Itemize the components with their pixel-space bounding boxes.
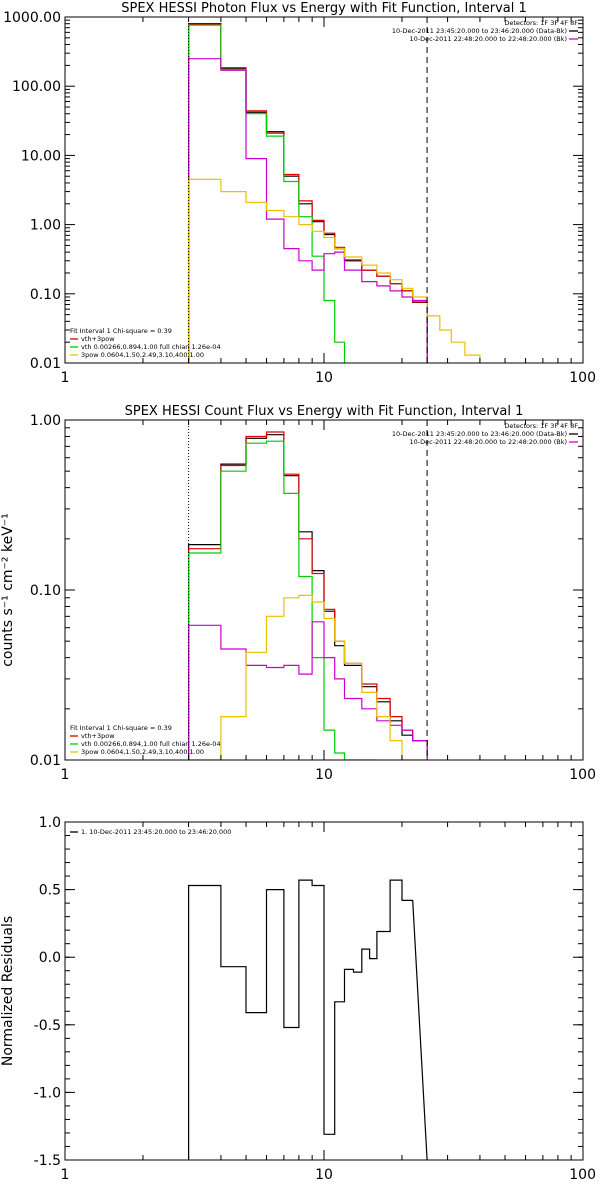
chart-panel-2: SPEX HESSI Count Flux vs Energy with Fit… [0, 404, 596, 783]
y-tick-label: 0.10 [30, 287, 61, 303]
y-tick-label: 0.01 [30, 356, 61, 372]
y-tick-label: 1.00 [30, 218, 61, 234]
x-tick-label: 10 [315, 1167, 333, 1183]
legend-entry: vth+3pow [81, 335, 115, 343]
legend-entry: vth 0.00266,0.894,1.00 full chian 1.26e-… [81, 343, 221, 351]
y-tick-label: -0.5 [34, 1018, 61, 1034]
y-tick-label: 10.00 [21, 148, 61, 164]
y-tick-label: -1.0 [34, 1085, 61, 1101]
legend-entry: vth 0.00266,0.894,1.00 full chian 1.26e-… [81, 740, 221, 748]
chart-panel-1: SPEX HESSI Photon Flux vs Energy with Fi… [3, 1, 596, 386]
series-3pow [188, 594, 428, 760]
legend-entry: 10-Dec-2011 23:45:20.000 to 23:46:20.000… [392, 27, 567, 35]
y-tick-label: 0.0 [39, 950, 61, 966]
y-axis-label: counts s⁻¹ cm⁻² keV⁻¹ [0, 513, 16, 667]
chart-title: SPEX HESSI Count Flux vs Energy with Fit… [125, 404, 524, 419]
legend-entry: 10-Dec-2011 22:48:20.000 to 22:48:20.000… [410, 438, 568, 446]
series-data-bk [188, 23, 428, 363]
series-residuals [188, 879, 428, 1160]
series-data-bk [188, 434, 428, 760]
y-tick-label: 1000.00 [3, 10, 61, 26]
series-bk [188, 621, 428, 760]
series-vth [188, 440, 377, 760]
x-tick-label: 1 [61, 1167, 70, 1183]
y-tick-label: 0.10 [30, 583, 61, 599]
y-tick-label: 0.5 [39, 883, 61, 899]
legend-entry: 10-Dec-2011 22:48:20.000 to 22:48:20.000… [410, 35, 568, 43]
x-tick-label: 10 [315, 767, 333, 783]
series-vth-3pow [188, 431, 428, 760]
x-tick-label: 1 [61, 767, 70, 783]
legend-entry: 10-Dec-2011 23:45:20.000 to 23:46:20.000… [392, 430, 567, 438]
chart-panel-3: Normalized Residuals 1 10 100 -1.5 -1.0 -0.5 0.… [0, 815, 596, 1183]
chart-title: SPEX HESSI Photon Flux vs Energy with Fi… [121, 1, 527, 16]
series-vth [188, 24, 346, 363]
x-tick-label: 100 [569, 370, 596, 386]
detectors-label: Detectors: 1F 3F 4F 8F [504, 422, 578, 430]
fit-info: Fit Interval 1 Chi-square = 0.39 [70, 724, 172, 732]
x-tick-label: 1 [61, 370, 70, 386]
legend-entry: 3pow 0.0604,1.50,2.49,3.10,400,1.00 [81, 351, 204, 359]
series-vth-3pow [188, 23, 428, 363]
x-tick-label: 100 [569, 1167, 596, 1183]
y-tick-label: 1.0 [39, 815, 61, 831]
detectors-label: Detectors: 1F 3F 4F 8F [504, 19, 578, 27]
legend-entry: 3pow 0.0604,1.50,2.49,3.10,400,1.00 [81, 748, 204, 756]
fit-info: Fit Interval 1 Chi-square = 0.39 [70, 327, 172, 335]
y-tick-label: -1.5 [34, 1153, 61, 1169]
y-tick-label: 0.01 [30, 753, 61, 769]
x-tick-label: 100 [569, 767, 596, 783]
y-tick-label: 100.00 [12, 79, 61, 95]
x-tick-label: 10 [315, 370, 333, 386]
y-axis-label: Normalized Residuals [0, 916, 16, 1066]
series-3pow [188, 178, 481, 363]
series-bk [188, 58, 428, 363]
y-tick-label: 1.00 [30, 413, 61, 429]
legend-entry: vth+3pow [81, 732, 115, 740]
legend-entry: 1. 10-Dec-2011 23:45:20.000 to 23:46:20.… [81, 828, 231, 836]
plot-frame [64, 16, 584, 364]
